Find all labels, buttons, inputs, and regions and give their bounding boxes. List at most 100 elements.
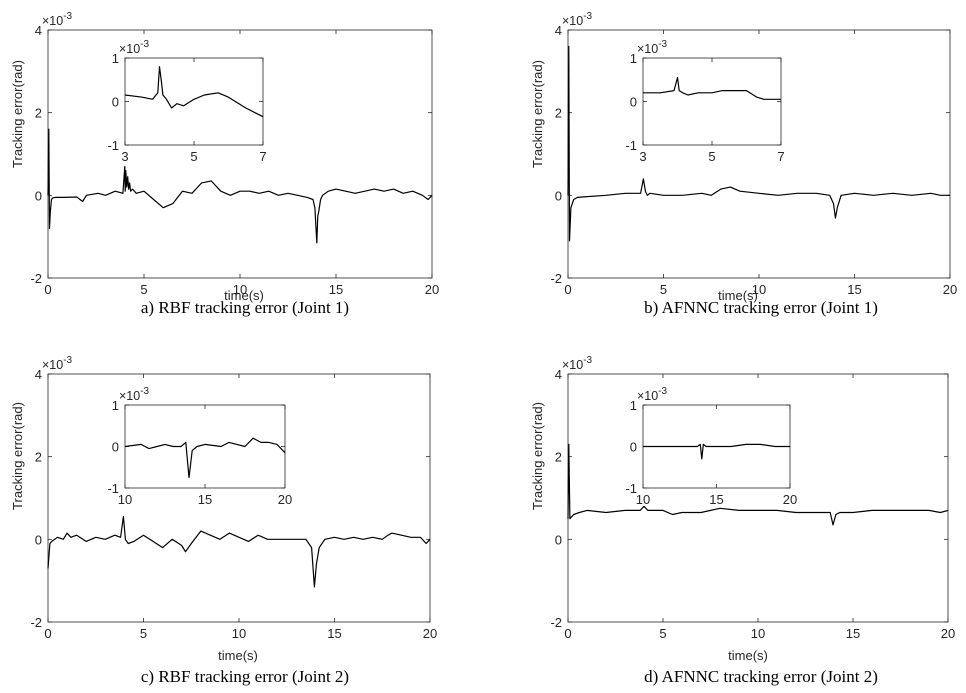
inset-ytick-label: 1 — [630, 51, 637, 66]
main-series-line — [47, 128, 433, 244]
inset-ytick-label: -1 — [107, 481, 119, 496]
inset-ytick-label: -1 — [625, 138, 637, 153]
inset-ytick-label: 1 — [112, 398, 119, 413]
inset-ytick-label: 1 — [112, 51, 119, 66]
inset-xtick-label: 7 — [777, 149, 784, 164]
inset-zoom-plot: 10 15 20 -1 0 1×10-3 — [107, 386, 292, 507]
main-ytick-label: 4 — [35, 23, 42, 38]
inset-ytick-label: 0 — [630, 440, 637, 455]
x-axis-label: time(s) — [218, 648, 258, 663]
inset-xtick-label: 5 — [190, 149, 197, 164]
main-scale-multiplier: ×10-3 — [42, 355, 73, 372]
main-ytick-label: 0 — [555, 532, 562, 547]
main-ytick-label: 0 — [555, 188, 562, 203]
main-xtick-label: 20 — [425, 282, 439, 297]
inset-zoom-plot: 3 5 7 -1 0 1×10-3 — [625, 39, 784, 164]
main-xtick-label: 10 — [751, 626, 765, 641]
panel-caption: c) RBF tracking error (Joint 2) — [141, 667, 349, 686]
inset-xtick-label: 20 — [783, 492, 797, 507]
main-xtick-label: 5 — [659, 626, 666, 641]
main-xtick-label: 20 — [943, 282, 957, 297]
inset-scale-multiplier: ×10-3 — [637, 39, 668, 56]
main-xtick-label: 0 — [564, 282, 571, 297]
inset-ytick-label: 1 — [630, 398, 637, 413]
x-axis-label: time(s) — [718, 288, 758, 303]
panel-caption: d) AFNNC tracking error (Joint 2) — [644, 667, 878, 686]
inset-scale-multiplier: ×10-3 — [119, 39, 150, 56]
y-axis-label: Tracking error(rad) — [530, 60, 545, 168]
main-ytick-label: 4 — [555, 367, 562, 382]
main-xtick-label: 10 — [232, 626, 246, 641]
inset-background — [125, 58, 263, 145]
main-series-line — [567, 443, 949, 526]
main-ytick-label: -2 — [550, 615, 562, 630]
main-scale-multiplier: ×10-3 — [562, 355, 593, 372]
inset-background — [125, 405, 285, 488]
inset-series-line — [643, 76, 781, 100]
inset-xtick-label: 7 — [259, 149, 266, 164]
main-ytick-label: -2 — [550, 271, 562, 286]
y-axis-label: Tracking error(rad) — [10, 60, 25, 168]
main-ytick-label: 2 — [35, 106, 42, 121]
main-xtick-label: 0 — [44, 282, 51, 297]
inset-zoom-plot: 10 15 20 -1 0 1×10-3 — [625, 386, 797, 507]
main-xtick-label: 0 — [44, 626, 51, 641]
panel-caption: a) RBF tracking error (Joint 1) — [141, 298, 349, 317]
inset-zoom-plot: 3 5 7 -1 0 1×10-3 — [107, 39, 266, 164]
main-ytick-label: -2 — [30, 615, 42, 630]
main-series-line — [567, 45, 950, 242]
y-axis-label: Tracking error(rad) — [530, 402, 545, 510]
inset-xtick-label: 20 — [278, 492, 292, 507]
main-ytick-label: 0 — [35, 188, 42, 203]
main-xtick-label: 10 — [233, 282, 247, 297]
main-xtick-label: 0 — [564, 626, 571, 641]
main-ytick-label: 0 — [35, 532, 42, 547]
main-ytick-label: -2 — [30, 271, 42, 286]
inset-series-line — [124, 66, 264, 118]
main-xtick-label: 15 — [847, 282, 861, 297]
main-scale-multiplier: ×10-3 — [562, 11, 593, 28]
inset-xtick-label: 15 — [198, 492, 212, 507]
x-axis-label: time(s) — [224, 288, 264, 303]
main-ytick-label: 4 — [555, 23, 562, 38]
inset-xtick-label: 3 — [639, 149, 646, 164]
inset-xtick-label: 10 — [636, 492, 650, 507]
inset-xtick-label: 15 — [709, 492, 723, 507]
inset-ytick-label: 0 — [112, 95, 119, 110]
main-xtick-label: 20 — [941, 626, 955, 641]
inset-xtick-label: 5 — [708, 149, 715, 164]
inset-background — [643, 58, 781, 145]
inset-series-line — [124, 437, 286, 479]
main-series-line — [47, 515, 431, 588]
inset-ytick-label: 0 — [112, 440, 119, 455]
inset-xtick-label: 3 — [121, 149, 128, 164]
main-xtick-label: 20 — [423, 626, 437, 641]
main-ytick-label: 4 — [35, 367, 42, 382]
main-ytick-label: 2 — [555, 106, 562, 121]
panel-caption: b) AFNNC tracking error (Joint 1) — [644, 298, 878, 317]
inset-ytick-label: 0 — [630, 95, 637, 110]
inset-scale-multiplier: ×10-3 — [637, 386, 668, 403]
inset-series-line — [643, 443, 790, 460]
main-xtick-label: 10 — [752, 282, 766, 297]
main-xtick-label: 5 — [140, 626, 147, 641]
main-xtick-label: 5 — [140, 282, 147, 297]
inset-xtick-label: 10 — [118, 492, 132, 507]
inset-ytick-label: -1 — [625, 481, 637, 496]
main-ytick-label: 2 — [555, 450, 562, 465]
main-scale-multiplier: ×10-3 — [42, 11, 73, 28]
main-xtick-label: 5 — [660, 282, 667, 297]
main-ytick-label: 2 — [35, 450, 42, 465]
x-axis-label: time(s) — [728, 648, 768, 663]
main-xtick-label: 15 — [846, 626, 860, 641]
inset-ytick-label: -1 — [107, 138, 119, 153]
y-axis-label: Tracking error(rad) — [10, 402, 25, 510]
main-xtick-label: 15 — [329, 282, 343, 297]
main-xtick-label: 15 — [327, 626, 341, 641]
inset-scale-multiplier: ×10-3 — [119, 386, 150, 403]
